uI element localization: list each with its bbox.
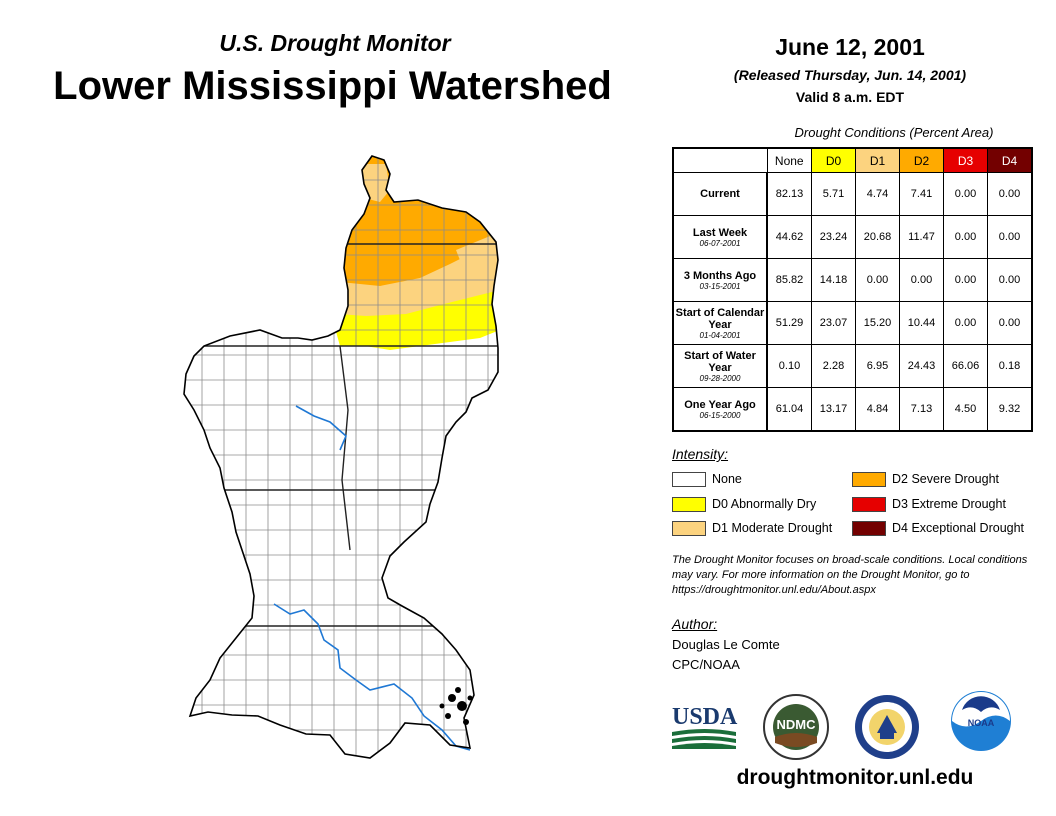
legend-label: D0 Abnormally Dry (712, 497, 817, 511)
map-date: June 12, 2001 (775, 34, 925, 60)
legend-swatch (852, 471, 886, 487)
cell-value: 11.47 (899, 215, 944, 259)
disclaimer-note: The Drought Monitor focuses on broad-sca… (672, 554, 1028, 596)
cell-value: 51.29 (766, 301, 812, 345)
row-label: Current (672, 172, 768, 216)
cell-value: 44.62 (766, 215, 812, 259)
cell-value: 23.07 (811, 301, 856, 345)
cell-value: 4.50 (943, 387, 988, 432)
website-url[interactable]: droughtmonitor.unl.edu (736, 766, 974, 789)
row-label: Start of Water Year 09-28-2000 (672, 344, 768, 388)
legend-label: D3 Extreme Drought (892, 497, 1006, 511)
cell-value: 0.00 (987, 215, 1033, 259)
cell-value: 0.00 (943, 215, 988, 259)
cell-value: 0.00 (943, 301, 988, 345)
column-d4: D4 (987, 147, 1033, 173)
legend-item-none: None (672, 471, 742, 487)
legend-item-d3: D3 Extreme Drought (852, 496, 1006, 512)
cell-value: 10.44 (899, 301, 944, 345)
cell-value: 0.18 (987, 344, 1033, 388)
cell-value: 0.00 (987, 258, 1033, 302)
cell-value: 15.20 (855, 301, 900, 345)
cell-value: 23.24 (811, 215, 856, 259)
legend-swatch (672, 520, 706, 536)
row-label: One Year Ago 06-15-2000 (672, 387, 768, 432)
legend-swatch (852, 496, 886, 512)
column-d2: D2 (899, 147, 944, 173)
cell-value: 13.17 (811, 387, 856, 432)
author-name: Douglas Le Comte (672, 637, 780, 652)
cell-value: 0.00 (855, 258, 900, 302)
cell-value: 7.41 (899, 172, 944, 216)
cell-value: 0.10 (766, 344, 812, 388)
table-header-row: None D0 D1 D2 D3 D4 (673, 147, 1033, 173)
coastal-marsh (439, 687, 473, 725)
legend-swatch (852, 520, 886, 536)
commerce-seal-logo (855, 695, 919, 759)
table-row: Current 82.13 5.71 4.74 7.41 0.00 0.00 (672, 172, 1033, 216)
svg-text:USDA: USDA (672, 704, 738, 730)
column-none: None (766, 147, 812, 173)
svg-text:NDMC: NDMC (777, 717, 817, 732)
watershed-map (183, 155, 499, 759)
author-heading: Author: (672, 616, 718, 632)
legend-item-d2: D2 Severe Drought (852, 471, 999, 487)
ndmc-logo: NDMC (763, 694, 829, 760)
table-row: One Year Ago 06-15-2000 61.04 13.17 4.84 … (672, 387, 1033, 432)
drought-conditions-table: None D0 D1 D2 D3 D4 Current 82.13 5.71 4… (672, 147, 1033, 432)
cell-value: 7.13 (899, 387, 944, 432)
row-label: Start of Calendar Year 01-04-2001 (672, 301, 768, 345)
map-subtitle: U.S. Drought Monitor (219, 30, 451, 56)
legend-swatch (672, 496, 706, 512)
column-d1: D1 (855, 147, 900, 173)
column-d0: D0 (811, 147, 856, 173)
legend-item-d4: D4 Exceptional Drought (852, 520, 1024, 536)
table-row: Start of Calendar Year 01-04-2001 51.29 2… (672, 301, 1033, 345)
cell-value: 85.82 (766, 258, 812, 302)
row-label: Last Week 06-07-2001 (672, 215, 768, 259)
legend-label: D1 Moderate Drought (712, 521, 833, 535)
cell-value: 82.13 (766, 172, 812, 216)
table-row: 3 Months Ago 03-15-2001 85.82 14.18 0.00 … (672, 258, 1033, 302)
legend-item-d0: D0 Abnormally Dry (672, 496, 816, 512)
cell-value: 2.28 (811, 344, 856, 388)
cell-value: 14.18 (811, 258, 856, 302)
cell-value: 4.84 (855, 387, 900, 432)
cell-value: 61.04 (766, 387, 812, 432)
rivers (273, 405, 471, 751)
cell-value: 4.74 (855, 172, 900, 216)
valid-time: Valid 8 a.m. EDT (795, 89, 905, 105)
row-label: 3 Months Ago 03-15-2001 (672, 258, 768, 302)
drought-areas (184, 156, 498, 758)
column-d3: D3 (943, 147, 988, 173)
cell-value: 0.00 (899, 258, 944, 302)
cell-value: 0.00 (943, 258, 988, 302)
legend-heading: Intensity: (672, 446, 729, 462)
svg-text:NOAA: NOAA (968, 718, 995, 728)
cell-value: 66.06 (943, 344, 988, 388)
legend-label: D2 Severe Drought (892, 472, 1000, 486)
cell-value: 0.00 (987, 301, 1033, 345)
noaa-logo: NOAA (951, 691, 1011, 751)
cell-value: 6.95 (855, 344, 900, 388)
page-title: Lower Mississippi Watershed (53, 64, 612, 108)
legend-label: None (712, 472, 742, 486)
release-date: (Released Thursday, Jun. 14, 2001) (733, 67, 967, 83)
legend-item-d1: D1 Moderate Drought (672, 520, 832, 536)
author-org: CPC/NOAA (672, 657, 740, 672)
cell-value: 9.32 (987, 387, 1033, 432)
cell-value: 0.00 (943, 172, 988, 216)
cell-value: 0.00 (987, 172, 1033, 216)
table-row: Last Week 06-07-2001 44.62 23.24 20.68 11… (672, 215, 1033, 259)
cell-value: 24.43 (899, 344, 944, 388)
cell-value: 20.68 (855, 215, 900, 259)
table-row: Start of Water Year 09-28-2000 0.10 2.28 … (672, 344, 1033, 388)
legend-label: D4 Exceptional Drought (892, 521, 1025, 535)
legend-swatch (672, 471, 706, 487)
table-caption: Drought Conditions (Percent Area) (794, 125, 994, 140)
usda-logo: USDA (672, 704, 738, 749)
cell-value: 5.71 (811, 172, 856, 216)
